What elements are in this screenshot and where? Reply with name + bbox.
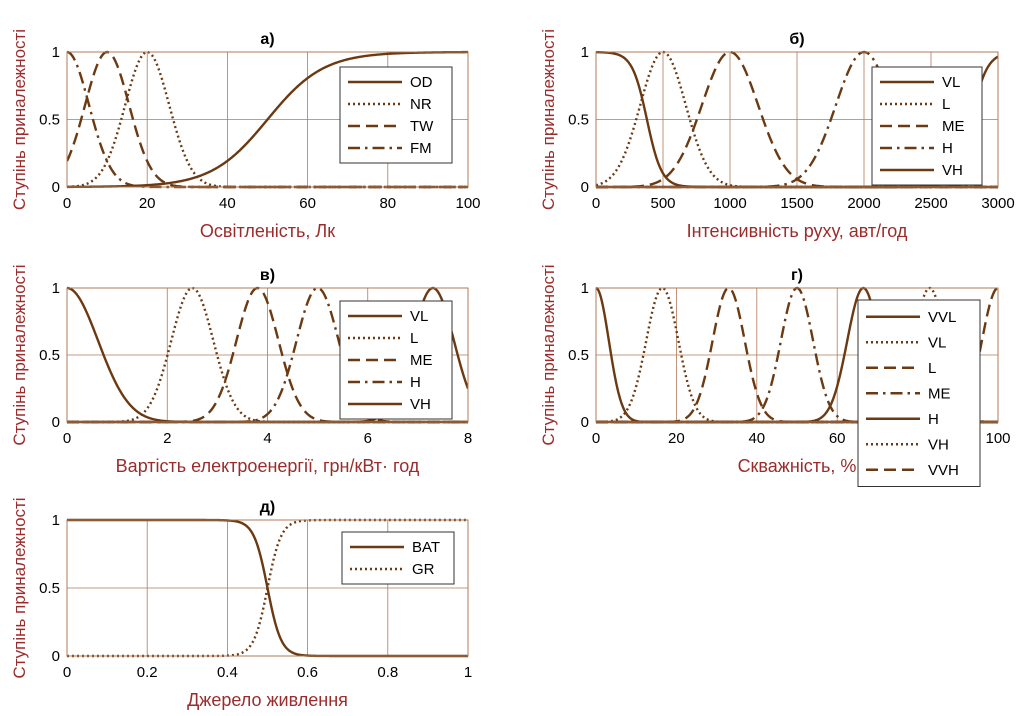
legend-label: VH <box>410 396 431 413</box>
x-tick-label: 1500 <box>780 195 813 212</box>
x-tick-label: 500 <box>650 195 675 212</box>
legend-label: L <box>942 96 950 113</box>
legend-label: VH <box>942 162 963 179</box>
chart-panel-3: 0 2 4 6 8 0 0.5 1 в) Вартість електроенергії, грн… <box>10 264 472 476</box>
y-tick-label: 1 <box>581 280 589 297</box>
x-axis-label: Джерело живлення <box>187 690 348 710</box>
plot-frame <box>595 51 999 188</box>
y-tick-label: 0 <box>52 648 60 665</box>
x-axis-label: Освітленість, Лк <box>200 221 335 241</box>
y-tick-label: 0.5 <box>39 580 60 597</box>
x-tick-label: 100 <box>455 195 480 212</box>
x-tick-label: 1000 <box>713 195 746 212</box>
legend-label: VL <box>410 308 428 325</box>
y-tick-label: 0 <box>52 179 60 196</box>
y-tick-label: 0.5 <box>568 112 589 129</box>
y-tick-label: 0 <box>52 414 60 431</box>
x-tick-label: 2500 <box>914 195 947 212</box>
plot-frame <box>66 287 469 423</box>
legend-label: L <box>410 330 418 347</box>
x-tick-label: 0.8 <box>377 664 398 681</box>
series-line-nr <box>67 50 468 189</box>
chart-title: а) <box>260 31 274 48</box>
legend-label: H <box>410 374 421 391</box>
y-tick-label: 0 <box>581 179 589 196</box>
x-axis-label: Інтенсивність руху, авт/год <box>687 221 908 241</box>
legend-label: VH <box>928 436 949 453</box>
x-tick-label: 2000 <box>847 195 880 212</box>
legend-label: FM <box>410 140 432 157</box>
x-tick-label: 40 <box>219 195 236 212</box>
x-tick-label: 20 <box>139 195 156 212</box>
chart-title: в) <box>260 267 275 284</box>
x-tick-label: 0 <box>63 195 71 212</box>
y-tick-label: 0.5 <box>39 347 60 364</box>
legend-label: ME <box>410 352 433 369</box>
x-tick-label: 40 <box>748 430 765 447</box>
x-tick-label: 2 <box>163 430 171 447</box>
x-tick-label: 0 <box>63 430 71 447</box>
plot-frame <box>66 51 469 188</box>
chart-panel-5: 0 0.2 0.4 0.6 0.8 1 0 0.5 1 д) Джерело живлення Сту… <box>10 497 472 710</box>
legend-label: VVH <box>928 462 959 479</box>
y-axis-label: Ступінь приналежності <box>539 264 558 445</box>
x-tick-label: 0 <box>63 664 71 681</box>
legend: VL L ME H VH <box>339 300 453 420</box>
x-tick-label: 80 <box>379 195 396 212</box>
legend: OD NR TW FM <box>339 66 453 164</box>
x-tick-label: 60 <box>299 195 316 212</box>
plot-frame <box>595 287 999 423</box>
legend-label: ME <box>942 118 965 135</box>
y-tick-label: 1 <box>52 44 60 61</box>
legend-label: VL <box>928 334 946 351</box>
legend-label: H <box>942 140 953 157</box>
x-axis-label: Скважність, % <box>738 456 857 476</box>
plot-frame <box>66 519 469 657</box>
chart-panel-1: 0 20 40 60 80 100 0 0.5 1 а) Освітленість, Лк Ступі… <box>10 29 481 241</box>
chart-title: б) <box>789 31 804 48</box>
y-tick-label: 1 <box>52 280 60 297</box>
legend-label: VL <box>942 74 960 91</box>
legend-label: NR <box>410 96 432 113</box>
legend-label: VVL <box>928 309 956 326</box>
x-tick-label: 0.4 <box>217 664 238 681</box>
y-tick-label: 0 <box>581 414 589 431</box>
y-tick-label: 0.5 <box>39 112 60 129</box>
y-axis-label: Ступінь приналежності <box>10 29 29 210</box>
x-tick-label: 0 <box>592 195 600 212</box>
legend: VVL VL L ME H VH VVH <box>857 299 981 487</box>
legend-label: ME <box>928 385 951 402</box>
legend: VL L ME H VH <box>871 66 983 186</box>
legend-label: L <box>928 360 936 377</box>
x-tick-label: 1 <box>464 664 472 681</box>
legend-label: BAT <box>412 539 440 556</box>
x-tick-label: 0 <box>592 430 600 447</box>
x-tick-label: 0.2 <box>137 664 158 681</box>
y-axis-label: Ступінь приналежності <box>539 29 558 210</box>
legend: BAT GR <box>341 531 455 585</box>
x-tick-label: 60 <box>829 430 846 447</box>
x-tick-label: 20 <box>668 430 685 447</box>
y-tick-label: 1 <box>52 512 60 529</box>
x-tick-label: 6 <box>364 430 372 447</box>
x-tick-label: 8 <box>464 430 472 447</box>
x-tick-label: 100 <box>985 430 1010 447</box>
chart-title: г) <box>791 267 803 284</box>
chart-title: д) <box>260 499 275 516</box>
x-tick-label: 3000 <box>981 195 1014 212</box>
y-axis-label: Ступінь приналежності <box>10 497 29 678</box>
legend-label: OD <box>410 74 433 91</box>
y-axis-label: Ступінь приналежності <box>10 264 29 445</box>
y-tick-label: 0.5 <box>568 347 589 364</box>
chart-panel-4: 0 20 40 60 100 0 0.5 1 г) Скважність, % Ступінь пр… <box>539 264 1011 487</box>
x-tick-label: 4 <box>263 430 271 447</box>
y-tick-label: 1 <box>581 44 589 61</box>
legend-label: GR <box>412 561 435 578</box>
legend-label: H <box>928 411 939 428</box>
legend-label: TW <box>410 118 434 135</box>
chart-panel-2: 0 500 1000 1500 2000 2500 3000 0 0.5 1 б) Інтенсивн… <box>539 29 1015 241</box>
x-axis-label: Вартість електроенергії, грн/кВт· год <box>116 456 420 476</box>
x-tick-label: 0.6 <box>297 664 318 681</box>
